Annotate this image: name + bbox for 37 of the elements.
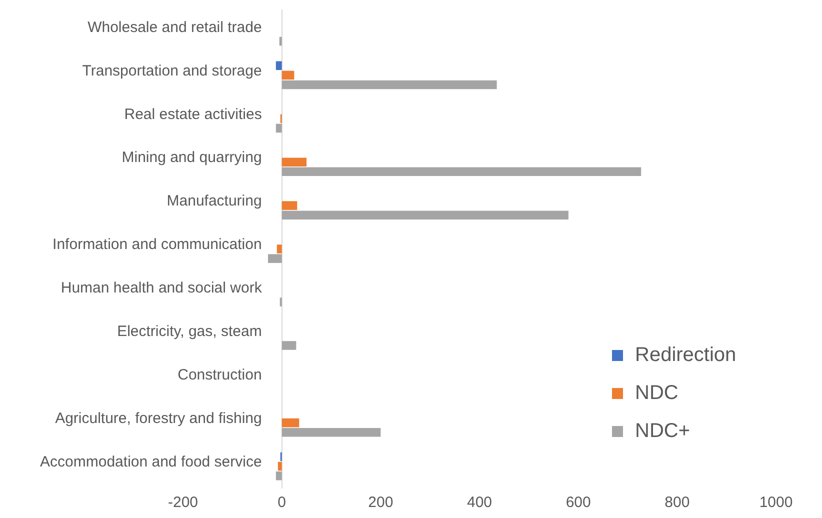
y-tick-label: Accommodation and food service xyxy=(40,453,262,470)
bar xyxy=(276,124,282,133)
x-tick-label: 400 xyxy=(466,494,492,512)
bar xyxy=(282,80,497,90)
x-tick-label: 600 xyxy=(566,494,591,512)
bar xyxy=(276,244,282,254)
x-tick-label: 800 xyxy=(664,494,690,512)
bar xyxy=(276,61,282,70)
bar xyxy=(282,70,294,80)
bar xyxy=(276,471,282,480)
x-tick-label: 0 xyxy=(278,494,286,512)
y-tick-label: Real estate activities xyxy=(124,106,262,123)
bar xyxy=(282,418,300,428)
x-tick-label: -200 xyxy=(168,494,198,512)
bar xyxy=(268,254,282,263)
bar xyxy=(282,158,307,166)
bar xyxy=(282,341,296,350)
y-tick-label: Information and communication xyxy=(52,236,262,254)
x-tick-label: 1000 xyxy=(759,494,793,512)
y-tick-label: Wholesale and retail trade xyxy=(88,18,262,36)
legend-label: NDC+ xyxy=(635,420,690,442)
bar xyxy=(279,36,282,46)
y-tick-label: Electricity, gas, steam xyxy=(117,323,262,340)
y-tick-label: Agriculture, forestry and fishing xyxy=(55,410,262,427)
bar xyxy=(282,428,381,437)
y-tick-label: Transportation and storage xyxy=(82,62,262,80)
x-tick-label: 200 xyxy=(368,494,394,512)
y-tick-label: Human health and social work xyxy=(60,280,262,297)
legend-label: Redirection xyxy=(635,344,736,366)
y-tick-label: Mining and quarrying xyxy=(122,149,262,166)
legend-label: NDC xyxy=(635,382,678,404)
bar xyxy=(278,462,282,471)
bar xyxy=(282,210,568,220)
y-tick-label: Manufacturing xyxy=(166,192,262,210)
bar xyxy=(282,167,642,176)
y-tick-label: Construction xyxy=(178,366,262,384)
bar xyxy=(282,201,298,210)
